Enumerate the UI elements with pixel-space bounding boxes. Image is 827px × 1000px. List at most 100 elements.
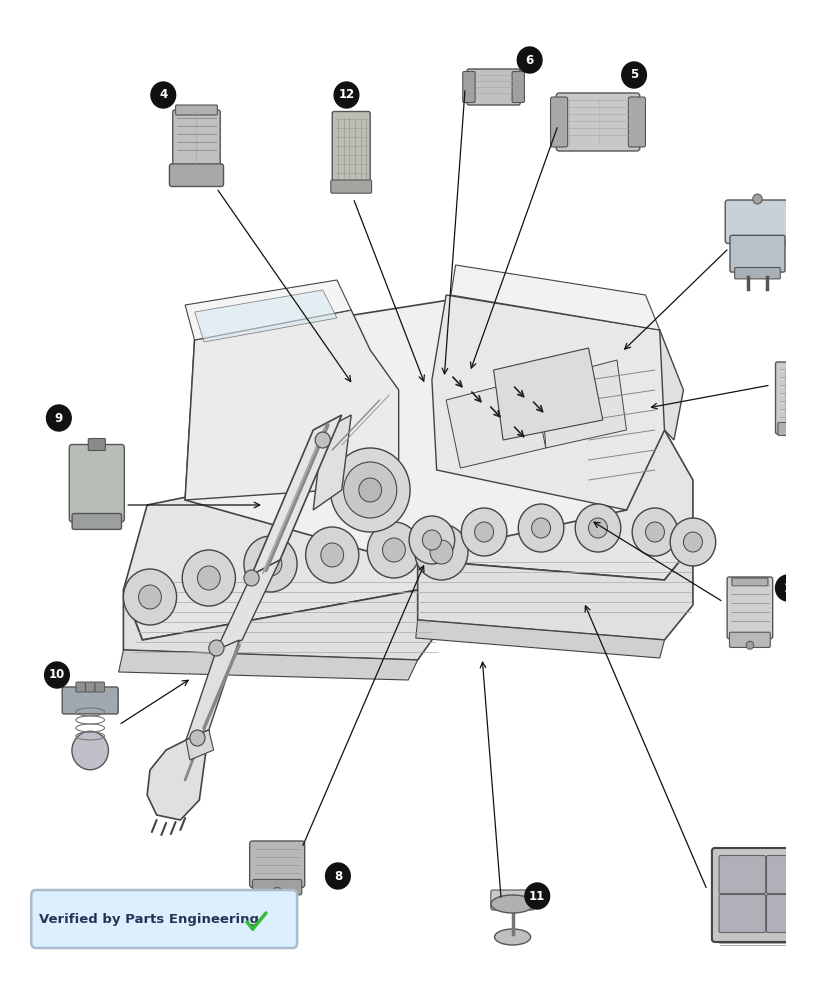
- Circle shape: [334, 82, 358, 108]
- FancyBboxPatch shape: [718, 856, 765, 894]
- Ellipse shape: [490, 895, 533, 913]
- Circle shape: [320, 543, 343, 567]
- Circle shape: [367, 522, 420, 578]
- Circle shape: [414, 524, 467, 580]
- FancyBboxPatch shape: [777, 422, 820, 436]
- Circle shape: [820, 357, 827, 383]
- Circle shape: [461, 508, 506, 556]
- Text: 4: 4: [159, 89, 167, 102]
- Polygon shape: [818, 851, 826, 947]
- FancyBboxPatch shape: [173, 110, 220, 172]
- Polygon shape: [446, 378, 545, 468]
- FancyBboxPatch shape: [490, 890, 533, 910]
- Circle shape: [358, 478, 381, 502]
- FancyBboxPatch shape: [332, 111, 370, 187]
- Polygon shape: [540, 360, 626, 448]
- Circle shape: [429, 540, 452, 564]
- Text: 10: 10: [49, 668, 65, 682]
- Circle shape: [138, 585, 161, 609]
- Text: 3: 3: [796, 212, 803, 225]
- Circle shape: [518, 504, 563, 552]
- Circle shape: [244, 570, 259, 586]
- Text: 6: 6: [525, 53, 533, 66]
- FancyBboxPatch shape: [628, 97, 645, 147]
- FancyBboxPatch shape: [726, 577, 772, 639]
- Polygon shape: [451, 265, 659, 330]
- Circle shape: [123, 569, 176, 625]
- Polygon shape: [415, 620, 663, 658]
- Polygon shape: [118, 650, 417, 680]
- Polygon shape: [194, 290, 337, 342]
- Text: 11: 11: [528, 890, 545, 902]
- Text: 9: 9: [55, 412, 63, 424]
- Circle shape: [72, 731, 108, 770]
- Polygon shape: [185, 280, 351, 340]
- Polygon shape: [432, 295, 663, 510]
- Polygon shape: [251, 415, 342, 575]
- Text: 12: 12: [338, 89, 354, 102]
- Polygon shape: [186, 730, 213, 760]
- FancyBboxPatch shape: [766, 894, 812, 932]
- FancyBboxPatch shape: [734, 268, 779, 279]
- Circle shape: [305, 527, 358, 583]
- FancyBboxPatch shape: [85, 682, 95, 692]
- Text: 5: 5: [629, 68, 638, 82]
- Text: 8: 8: [333, 869, 342, 882]
- Circle shape: [817, 869, 827, 895]
- Circle shape: [588, 518, 607, 538]
- Circle shape: [632, 508, 677, 556]
- FancyBboxPatch shape: [69, 444, 124, 522]
- FancyBboxPatch shape: [250, 841, 304, 888]
- Circle shape: [325, 863, 350, 889]
- Circle shape: [787, 205, 811, 231]
- FancyBboxPatch shape: [72, 514, 122, 529]
- FancyBboxPatch shape: [331, 180, 371, 193]
- Circle shape: [621, 62, 646, 88]
- Polygon shape: [417, 545, 692, 640]
- Circle shape: [45, 662, 69, 688]
- Polygon shape: [185, 290, 663, 560]
- FancyBboxPatch shape: [95, 682, 104, 692]
- Circle shape: [524, 883, 549, 909]
- FancyBboxPatch shape: [718, 894, 765, 932]
- FancyBboxPatch shape: [711, 848, 821, 942]
- FancyBboxPatch shape: [462, 72, 475, 103]
- FancyBboxPatch shape: [766, 856, 812, 894]
- FancyBboxPatch shape: [466, 69, 519, 105]
- Circle shape: [575, 504, 620, 552]
- Circle shape: [197, 566, 220, 590]
- FancyBboxPatch shape: [775, 362, 822, 434]
- FancyBboxPatch shape: [816, 879, 827, 911]
- Circle shape: [151, 82, 175, 108]
- FancyBboxPatch shape: [252, 879, 302, 895]
- Circle shape: [330, 448, 409, 532]
- FancyBboxPatch shape: [76, 682, 85, 692]
- Circle shape: [382, 538, 405, 562]
- Polygon shape: [185, 310, 398, 500]
- FancyBboxPatch shape: [511, 72, 523, 103]
- FancyBboxPatch shape: [31, 890, 297, 948]
- FancyBboxPatch shape: [550, 97, 567, 147]
- Text: 1: 1: [783, 582, 791, 594]
- Circle shape: [409, 516, 454, 564]
- FancyBboxPatch shape: [62, 687, 118, 714]
- Circle shape: [474, 522, 493, 542]
- FancyBboxPatch shape: [556, 93, 639, 151]
- Circle shape: [272, 887, 281, 897]
- Circle shape: [259, 552, 281, 576]
- Polygon shape: [512, 290, 682, 440]
- Circle shape: [244, 536, 297, 592]
- Polygon shape: [123, 450, 446, 640]
- FancyBboxPatch shape: [88, 438, 105, 450]
- Circle shape: [46, 405, 71, 431]
- Circle shape: [682, 532, 701, 552]
- Text: 7: 7: [825, 876, 827, 888]
- FancyBboxPatch shape: [724, 200, 789, 243]
- Circle shape: [422, 530, 441, 550]
- Circle shape: [645, 522, 663, 542]
- Circle shape: [752, 194, 762, 204]
- Circle shape: [182, 550, 235, 606]
- Circle shape: [669, 518, 715, 566]
- Polygon shape: [186, 640, 239, 740]
- Circle shape: [208, 640, 224, 656]
